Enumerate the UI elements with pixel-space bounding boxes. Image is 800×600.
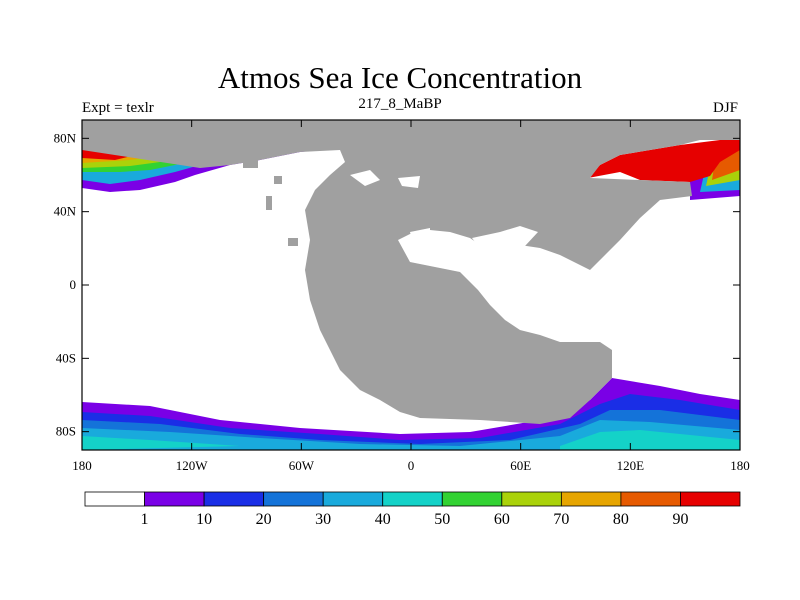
lat-tick-label: 40N [54,204,77,219]
colorbar-swatch [680,491,741,507]
colorbar-label: 20 [256,511,272,528]
lon-tick-label: 180 [72,458,92,473]
colorbar-swatch [322,491,384,507]
lat-tick-label: 80N [54,130,77,145]
ice-south-5 [82,430,740,450]
lat-tick-label: 0 [70,277,77,292]
colorbar-swatch [84,491,145,507]
season-label: DJF [712,100,738,116]
land-ice-holes [350,170,622,268]
colorbar-swatch [501,491,562,507]
colorbar-swatch [560,491,622,507]
lon-tick-label: 60W [289,458,315,473]
lon-tick-label: 120W [176,458,209,473]
colorbar: 1 10 20 30 40 50 60 70 80 90 [84,491,741,528]
chart-title: Atmos Sea Ice Concentration [217,60,583,95]
run-label: 217_8_MaBP [358,96,442,112]
colorbar-swatch [263,491,324,507]
land-north-main [82,120,740,424]
colorbar-swatch [203,491,265,507]
colorbar-swatch [382,491,443,507]
lon-axis: 180 120W 60W 0 60E 120E 180 [72,120,750,473]
lat-tick-label: 40S [56,350,76,365]
lon-tick-label: 180 [730,458,750,473]
colorbar-label: 90 [672,511,688,528]
colorbar-label: 40 [375,511,391,528]
lat-axis: 80N 40N 0 40S 80S [54,130,740,439]
colorbar-label: 70 [553,511,569,528]
lon-tick-label: 60E [510,458,531,473]
lat-tick-label: 80S [56,424,76,439]
colorbar-label: 60 [494,511,510,528]
lon-tick-label: 0 [408,458,415,473]
map-fields [82,120,740,450]
colorbar-swatch [441,491,503,507]
experiment-label: Expt = texlr [82,100,154,116]
ice-north-east-5 [588,140,740,182]
colorbar-swatch [620,491,681,507]
colorbar-label: 80 [613,511,629,528]
colorbar-label: 50 [434,511,450,528]
colorbar-swatch [144,491,205,507]
colorbar-label: 30 [315,511,331,528]
colorbar-label: 1 [141,511,149,528]
lon-tick-label: 120E [617,458,645,473]
colorbar-label: 10 [196,511,212,528]
